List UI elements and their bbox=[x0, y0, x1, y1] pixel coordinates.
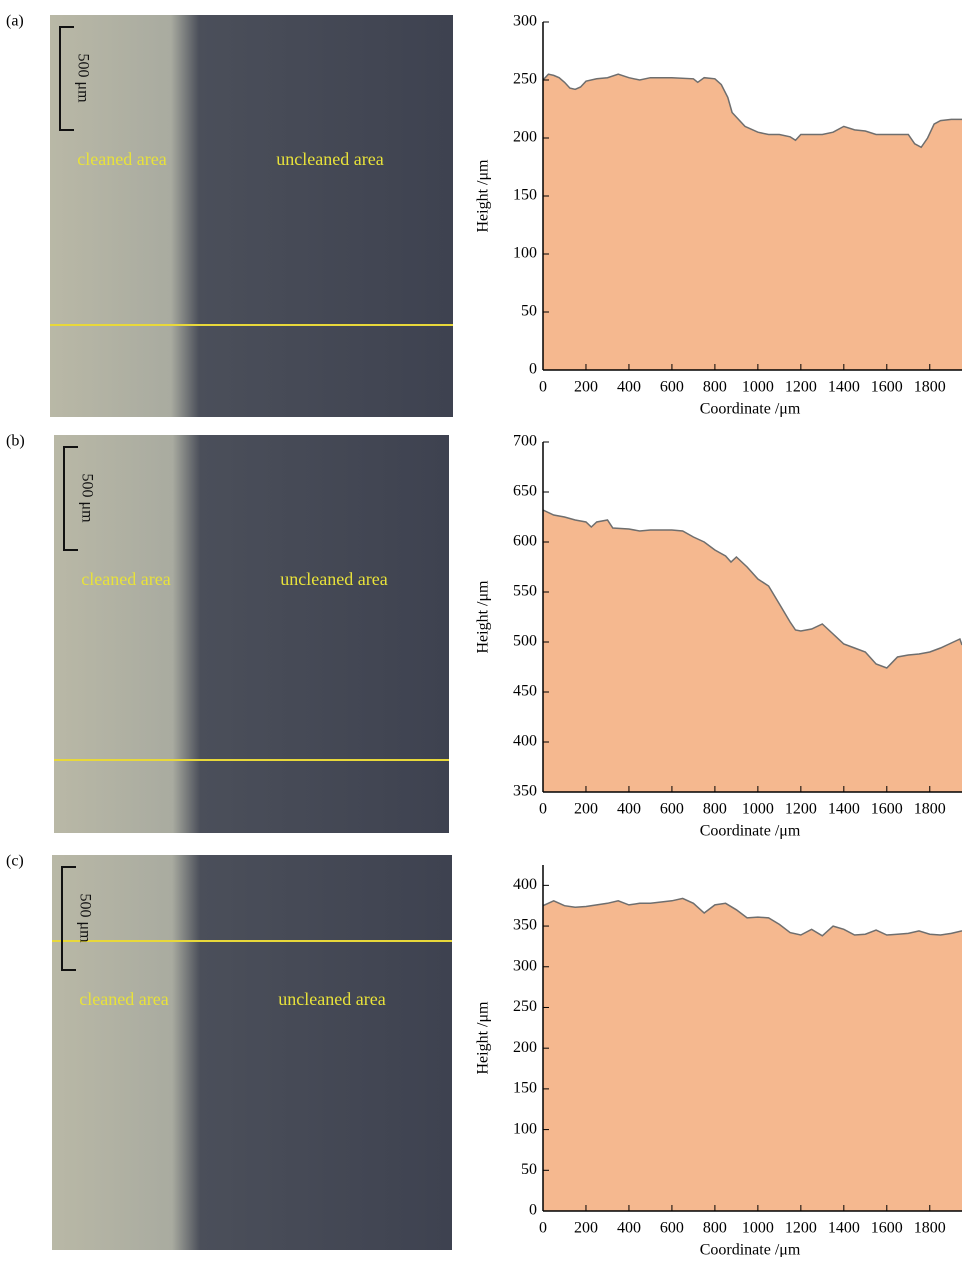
y-tick-label: 350 bbox=[513, 917, 537, 934]
area bbox=[543, 510, 962, 792]
x-tick-label: 1200 bbox=[785, 1220, 817, 1237]
x-tick-label: 1200 bbox=[785, 801, 817, 818]
scale-bar-label: 500 μm bbox=[78, 473, 95, 523]
y-tick-label: 0 bbox=[529, 1202, 537, 1219]
x-tick-label: 200 bbox=[574, 801, 598, 818]
y-tick-label: 200 bbox=[513, 1039, 537, 1056]
uncleaned-label: uncleaned area bbox=[278, 989, 385, 1009]
x-tick-label: 1000 bbox=[742, 801, 774, 818]
cleaned-label: cleaned area bbox=[81, 569, 170, 589]
x-tick-label: 0 bbox=[539, 1220, 547, 1237]
area bbox=[543, 74, 962, 370]
y-tick-label: 250 bbox=[513, 998, 537, 1015]
y-axis-label: Height /μm bbox=[475, 1001, 492, 1075]
x-tick-label: 1600 bbox=[871, 1220, 903, 1237]
x-tick-label: 0 bbox=[539, 379, 547, 396]
y-tick-label: 250 bbox=[513, 71, 537, 88]
y-tick-label: 150 bbox=[513, 1080, 537, 1097]
y-tick-label: 400 bbox=[513, 876, 537, 893]
panel-label: (c) bbox=[6, 853, 24, 870]
x-tick-label: 1800 bbox=[914, 801, 946, 818]
x-tick-label: 800 bbox=[703, 801, 727, 818]
y-tick-label: 50 bbox=[521, 303, 537, 320]
figure: (a) 500 μm cleaned area uncleaned area (b) 50… bbox=[0, 0, 962, 1257]
y-tick-label: 300 bbox=[513, 957, 537, 974]
y-tick-label: 700 bbox=[513, 433, 537, 450]
y-tick-label: 650 bbox=[513, 483, 537, 500]
y-tick-label: 400 bbox=[513, 733, 537, 750]
cleaned-label: cleaned area bbox=[77, 149, 166, 169]
x-tick-label: 1000 bbox=[742, 1220, 774, 1237]
x-tick-label: 600 bbox=[660, 1220, 684, 1237]
micrograph bbox=[52, 855, 452, 1250]
uncleaned-label: uncleaned area bbox=[276, 149, 383, 169]
y-tick-label: 350 bbox=[513, 783, 537, 800]
y-tick-label: 0 bbox=[529, 361, 537, 378]
x-tick-label: 1200 bbox=[785, 379, 817, 396]
x-tick-label: 1800 bbox=[914, 379, 946, 396]
scale-bar-label: 500 μm bbox=[74, 53, 91, 103]
x-tick-label: 200 bbox=[574, 379, 598, 396]
y-axis-label: Height /μm bbox=[475, 580, 492, 654]
x-axis-label: Coordinate /μm bbox=[700, 823, 801, 840]
x-tick-label: 600 bbox=[660, 379, 684, 396]
x-tick-label: 1600 bbox=[871, 379, 903, 396]
x-tick-label: 1400 bbox=[828, 379, 860, 396]
x-tick-label: 400 bbox=[617, 1220, 641, 1237]
x-tick-label: 600 bbox=[660, 801, 684, 818]
x-axis-label: Coordinate /μm bbox=[700, 401, 801, 418]
x-axis-label: Coordinate /μm bbox=[700, 1242, 801, 1257]
uncleaned-label: uncleaned area bbox=[280, 569, 387, 589]
x-tick-label: 200 bbox=[574, 1220, 598, 1237]
y-tick-label: 300 bbox=[513, 13, 537, 30]
micrograph bbox=[50, 15, 453, 417]
y-tick-label: 100 bbox=[513, 245, 537, 262]
area bbox=[543, 898, 962, 1211]
cleaned-label: cleaned area bbox=[79, 989, 168, 1009]
y-tick-label: 500 bbox=[513, 633, 537, 650]
x-tick-label: 1400 bbox=[828, 801, 860, 818]
y-tick-label: 600 bbox=[513, 533, 537, 550]
micrograph bbox=[54, 435, 449, 833]
x-tick-label: 1600 bbox=[871, 801, 903, 818]
y-tick-label: 50 bbox=[521, 1161, 537, 1178]
scale-bar-label: 500 μm bbox=[76, 893, 93, 943]
x-tick-label: 1800 bbox=[914, 1220, 946, 1237]
x-tick-label: 0 bbox=[539, 801, 547, 818]
x-tick-label: 400 bbox=[617, 801, 641, 818]
y-axis-label: Height /μm bbox=[475, 159, 492, 233]
x-tick-label: 800 bbox=[703, 1220, 727, 1237]
panel-label: (b) bbox=[6, 433, 25, 450]
x-tick-label: 1400 bbox=[828, 1220, 860, 1237]
y-tick-label: 450 bbox=[513, 683, 537, 700]
y-tick-label: 550 bbox=[513, 583, 537, 600]
y-tick-label: 200 bbox=[513, 129, 537, 146]
x-tick-label: 800 bbox=[703, 379, 727, 396]
y-tick-label: 100 bbox=[513, 1120, 537, 1137]
panel-label: (a) bbox=[6, 13, 24, 30]
x-tick-label: 400 bbox=[617, 379, 641, 396]
x-tick-label: 1000 bbox=[742, 379, 774, 396]
y-tick-label: 150 bbox=[513, 187, 537, 204]
